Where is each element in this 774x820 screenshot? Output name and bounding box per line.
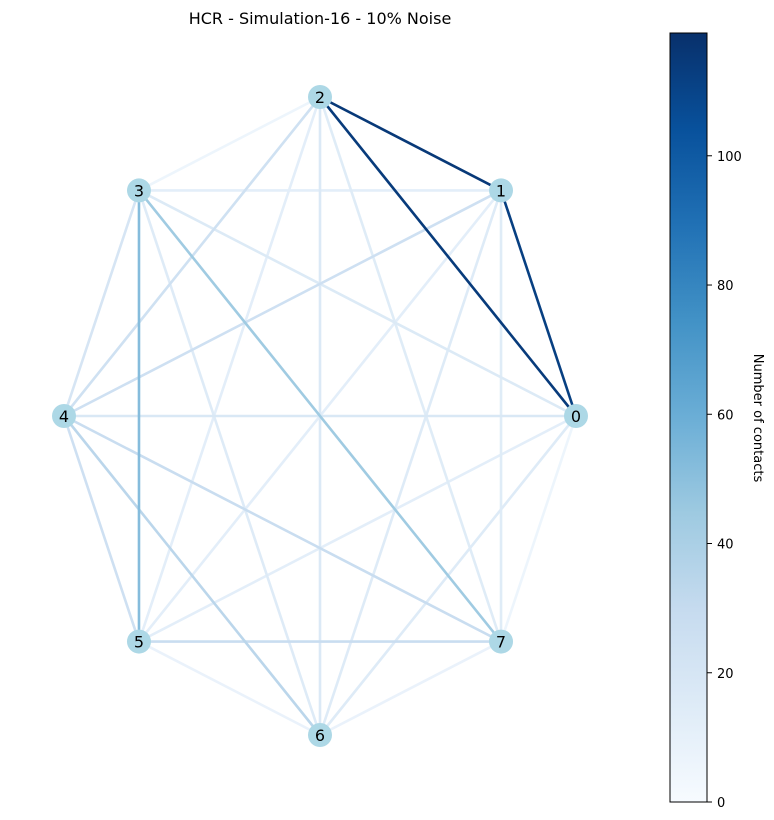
edge-3-6 [137,190,322,736]
nodes-layer: 0 1 2 3 4 5 6 7 [52,85,588,747]
node-circle-1 [489,178,514,203]
node-1: 1 [489,178,514,203]
colorbar: 0 20 40 60 80 100 Number of contacts [669,32,765,811]
node-label-1: 1 [496,181,506,200]
node-0: 0 [564,404,588,428]
edge-0-1 [499,190,578,417]
node-7: 7 [489,629,514,654]
colorbar-tick-label-20: 20 [717,667,734,682]
node-5: 5 [126,629,151,654]
node-4: 4 [52,404,76,428]
colorbar-ticks: 0 20 40 60 80 100 [707,150,742,811]
edge-1-2 [319,95,502,192]
edge-4-6 [62,415,322,736]
node-label-0: 0 [571,407,581,426]
node-2: 2 [308,85,332,109]
node-label-3: 3 [134,181,144,200]
edge-0-2 [318,96,578,417]
node-label-2: 2 [315,88,325,107]
node-circle-5 [126,629,151,654]
node-label-4: 4 [59,407,69,426]
node-circle-0 [564,404,588,428]
colorbar-tick-label-60: 60 [717,408,734,423]
edge-6-5 [138,640,321,737]
node-3: 3 [126,178,151,203]
colorbar-tick-label-80: 80 [717,279,734,294]
node-circle-2 [308,85,332,109]
node-label-7: 7 [496,633,506,652]
edge-3-7 [137,189,503,643]
edge-1-4 [63,189,502,418]
colorbar-gradient [669,32,708,803]
edge-0-5 [138,414,577,643]
edge-2-5 [137,96,322,642]
colorbar-label: Number of contacts [750,354,765,483]
node-label-6: 6 [315,726,325,745]
edge-3-4 [62,190,141,417]
edge-2-3 [138,95,321,192]
edge-4-5 [62,415,141,642]
node-circle-3 [126,178,151,203]
colorbar-tick-label-40: 40 [717,538,734,553]
node-6: 6 [308,723,332,747]
chart-title: HCR - Simulation-16 - 10% Noise [189,9,452,28]
node-circle-7 [489,629,514,654]
edge-3-0 [138,189,577,418]
colorbar-tick-label-100: 100 [717,150,742,165]
edges-layer [62,95,578,737]
edge-0-7 [499,415,578,642]
edge-2-7 [318,96,503,642]
node-label-5: 5 [134,633,144,652]
node-circle-4 [52,404,76,428]
edge-1-6 [318,190,503,736]
edge-4-7 [63,414,502,643]
colorbar-tick-label-0: 0 [717,796,725,811]
edge-6-7 [319,640,502,737]
node-circle-6 [308,723,332,747]
